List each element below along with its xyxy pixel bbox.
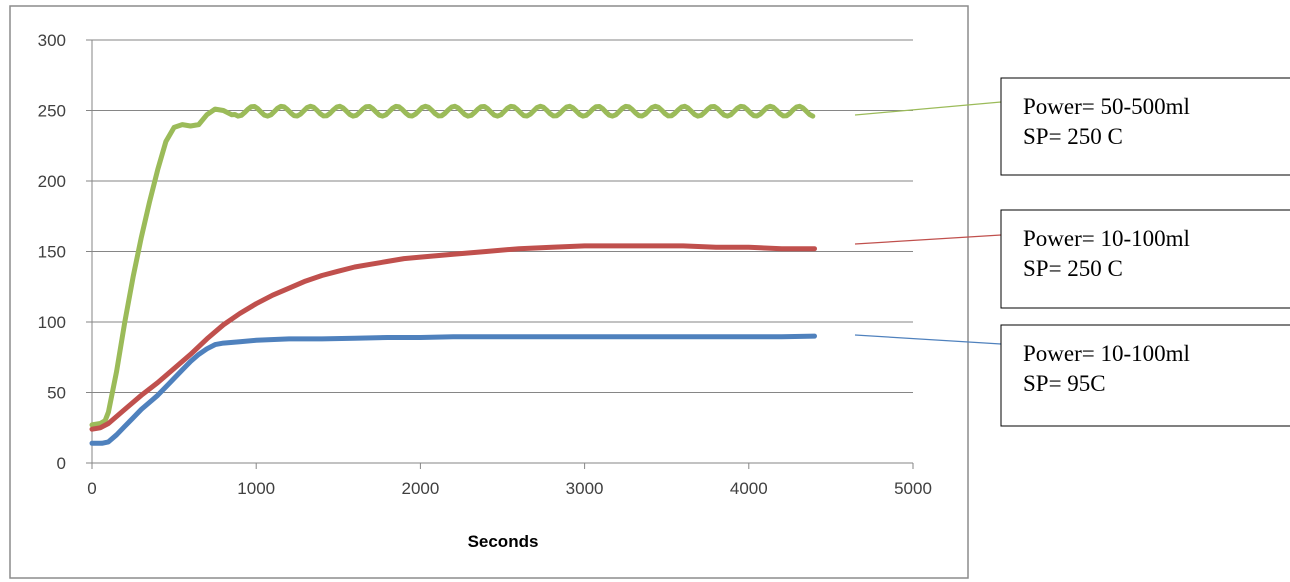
callout-leader-0 (854, 101, 1002, 116)
y-tick-label: 300 (38, 31, 66, 50)
x-axis-title: Seconds (468, 532, 539, 551)
y-tick-label: 50 (47, 384, 66, 403)
series-line-2 (89, 333, 817, 446)
y-tick-label: 0 (57, 454, 66, 473)
x-tick-label: 0 (87, 479, 96, 498)
y-tick-label: 100 (38, 313, 66, 332)
axes (86, 39, 914, 469)
series-group (89, 103, 817, 446)
series-callouts: Power= 50-500ml SP= 250 C Power= 10-100ml S… (854, 77, 1290, 427)
series-line-1 (89, 243, 817, 432)
x-tick-label: 3000 (566, 479, 604, 498)
callout-leader-2 (854, 334, 1002, 345)
callout-box-2 (1000, 324, 1290, 427)
callout-label-line: Power= 50-500ml (1023, 94, 1190, 119)
chart-frame (9, 5, 969, 579)
x-tick-label: 5000 (894, 479, 932, 498)
x-tick-label: 1000 (237, 479, 275, 498)
x-tick-label: 4000 (730, 479, 768, 498)
series-line-0 (89, 103, 816, 428)
callout-box-1 (1000, 209, 1290, 309)
y-tick-label: 200 (38, 172, 66, 191)
callout-label-line: SP= 250 C (1023, 124, 1123, 149)
callout-label-line: Power= 10-100ml (1023, 226, 1190, 251)
y-tick-label: 250 (38, 102, 66, 121)
callout-label-line: Power= 10-100ml (1023, 341, 1190, 366)
callout-leader-1 (854, 234, 1002, 245)
x-tick-label: 2000 (401, 479, 439, 498)
y-tick-label: 150 (38, 243, 66, 262)
callout-box-0 (1000, 77, 1290, 176)
callout-label-line: SP= 250 C (1023, 256, 1123, 281)
callout-label-line: SP= 95C (1023, 371, 1106, 396)
